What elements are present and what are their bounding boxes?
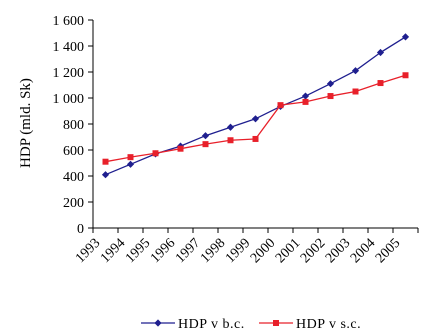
data-point: [251, 115, 260, 123]
series-group: [101, 33, 410, 179]
x-tick-label: 2001: [273, 236, 303, 266]
data-point: [177, 145, 184, 152]
x-tick-label: 1998: [198, 236, 228, 266]
data-point: [101, 171, 110, 179]
legend-marker: [273, 320, 279, 326]
legend-label: HDP v s.c.: [296, 317, 361, 332]
data-point: [352, 88, 359, 95]
y-tick-label: 1 200: [53, 66, 85, 81]
x-tick-label: 2005: [373, 236, 403, 266]
y-tick-label: 600: [63, 144, 84, 159]
legend-label: HDP v b.c.: [178, 317, 245, 332]
x-tick-label: 1997: [173, 236, 203, 266]
y-tick-label: 200: [63, 196, 84, 211]
data-point: [401, 33, 410, 41]
data-point: [152, 150, 159, 157]
x-tick-label: 1999: [223, 236, 253, 266]
data-point: [301, 92, 310, 100]
legend: HDP v b.c. HDP v s.c.: [141, 317, 361, 332]
legend-marker: [154, 319, 162, 327]
x-tick-label: 1994: [98, 236, 128, 266]
data-point: [326, 80, 335, 88]
y-ticks: 0 200 400 600 800 1 000 1 200 1 400 1 600: [53, 14, 93, 237]
data-point: [277, 102, 284, 109]
x-tick-label: 1996: [148, 236, 178, 266]
x-tick-label: 1995: [123, 236, 153, 266]
data-point: [351, 67, 360, 75]
data-point: [226, 123, 235, 131]
series-2: [102, 72, 409, 165]
x-tick-label: 2002: [298, 236, 328, 266]
y-tick-label: 1 400: [53, 40, 85, 55]
data-point: [102, 158, 109, 165]
data-point: [252, 135, 259, 142]
data-point: [127, 154, 134, 161]
y-tick-label: 1 000: [53, 92, 85, 107]
data-point: [202, 141, 209, 148]
y-tick-label: 0: [77, 222, 84, 237]
data-point: [126, 160, 135, 168]
y-tick-label: 800: [63, 118, 84, 133]
x-tick-label: 2003: [323, 236, 353, 266]
data-point: [376, 48, 385, 57]
x-tick-label: 2004: [348, 236, 378, 266]
y-axis-label: HDP (mld. Sk): [18, 78, 34, 168]
data-point: [302, 98, 309, 105]
legend-item: HDP v s.c.: [259, 317, 361, 332]
data-point: [227, 137, 234, 144]
axes: [92, 20, 418, 229]
x-tick-label: 1993: [73, 236, 103, 266]
legend-item: HDP v b.c.: [141, 317, 245, 332]
data-point: [402, 72, 409, 79]
x-ticks: 1993199419951996199719981999200020012002…: [73, 228, 419, 266]
data-point: [377, 80, 384, 87]
series-1: [101, 33, 410, 179]
y-tick-label: 1 600: [53, 14, 85, 29]
data-point: [327, 93, 334, 100]
data-point: [201, 132, 210, 140]
x-tick-label: 2000: [248, 236, 278, 266]
y-tick-label: 400: [63, 170, 84, 185]
